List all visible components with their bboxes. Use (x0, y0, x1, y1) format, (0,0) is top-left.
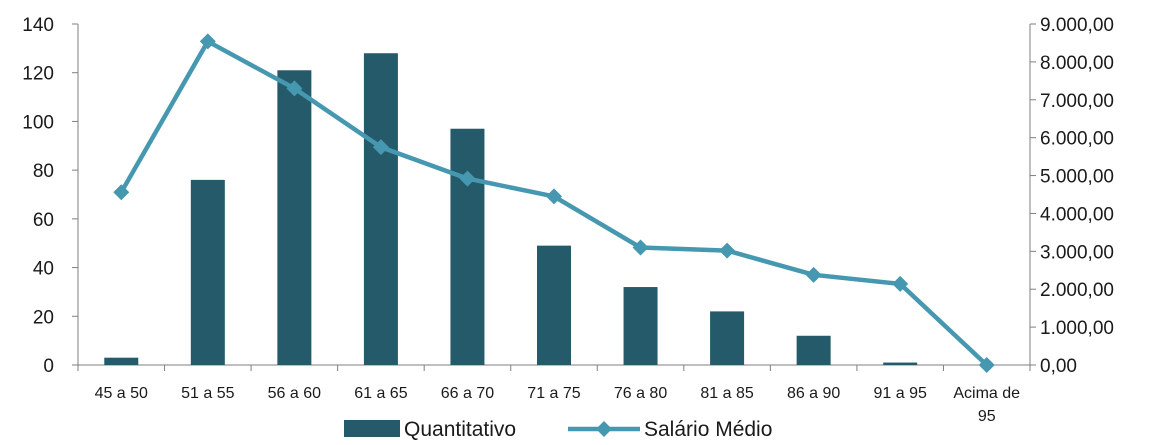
y-right-tick-label: 7.000,00 (1040, 91, 1114, 112)
bar-quantitativo (190, 179, 225, 365)
y-right-tick-label: 5.000,00 (1040, 167, 1114, 188)
y-left-tick-label: 40 (33, 259, 54, 280)
point-salario-medio (286, 80, 303, 97)
point-salario-medio (719, 242, 736, 259)
y-left-tick-label: 80 (33, 161, 54, 182)
bars-layer (104, 53, 918, 366)
y-right-tick-label: 4.000,00 (1040, 204, 1114, 225)
bar-quantitativo (623, 287, 658, 365)
y-right-tick-label: 1.000,00 (1040, 318, 1114, 339)
bar-quantitativo (883, 362, 918, 365)
x-tick-label: 71 a 75 (527, 385, 580, 402)
point-salario-medio (546, 188, 562, 205)
x-tick-label: 81 a 85 (700, 385, 753, 402)
y-left-tick-label: 120 (22, 64, 54, 85)
bar-quantitativo (277, 70, 312, 366)
point-salario-medio (632, 239, 649, 256)
x-tick-label: 76 a 80 (614, 385, 667, 402)
x-tick-label: 45 a 50 (95, 385, 148, 402)
point-salario-medio (113, 184, 130, 201)
y-right-tick-label: 9.000,00 (1040, 15, 1114, 36)
x-tick-label: 86 a 90 (787, 385, 840, 402)
axes-layer: 0 20 40 60 80 100 120 140 0,00 1.000,00 2.000,00 3.… (22, 15, 1114, 425)
x-tick-label: 56 a 60 (268, 385, 321, 402)
y-right-tick-label: 6.000,00 (1040, 129, 1114, 150)
line-layer (113, 33, 995, 373)
y-left-tick-label: 0 (43, 356, 54, 377)
bar-quantitativo (104, 357, 139, 365)
y-right-tick-label: 3.000,00 (1040, 242, 1114, 263)
y-right-tick-label: 0,00 (1040, 356, 1077, 377)
bar-quantitativo (363, 53, 398, 365)
legend-label-quantitativo: Quantitativo (404, 418, 516, 441)
point-salario-medio (892, 275, 909, 292)
point-salario-medio (978, 357, 995, 373)
legend-swatch-quantitativo (344, 420, 400, 437)
x-tick-label: 51 a 55 (181, 385, 234, 402)
y-right-tick-label: 8.000,00 (1040, 53, 1114, 74)
x-tick-label: 66 a 70 (441, 385, 494, 402)
x-tick-label: 61 a 65 (354, 385, 407, 402)
legend-marker-salario-medio (596, 421, 612, 437)
x-tick-label: 91 a 95 (873, 385, 926, 402)
bar-quantitativo (537, 245, 571, 365)
bar-quantitativo (796, 335, 831, 365)
y-right-tick-label: 2.000,00 (1040, 280, 1114, 301)
point-salario-medio (459, 170, 476, 187)
legend: Quantitativo Salário Médio (344, 418, 772, 441)
bar-quantitativo (450, 128, 485, 365)
legend-label-salario-medio: Salário Médio (644, 418, 772, 441)
y-left-tick-label: 100 (22, 112, 54, 133)
point-salario-medio (372, 139, 389, 156)
y-left-tick-label: 140 (22, 15, 54, 36)
y-left-tick-label: 60 (33, 210, 54, 231)
y-left-tick-label: 20 (33, 307, 54, 328)
x-tick-label: Acima de (953, 385, 1020, 402)
bar-quantitativo (710, 311, 745, 365)
point-salario-medio (199, 33, 216, 50)
x-tick-label: 95 (978, 408, 996, 425)
point-salario-medio (805, 266, 822, 283)
